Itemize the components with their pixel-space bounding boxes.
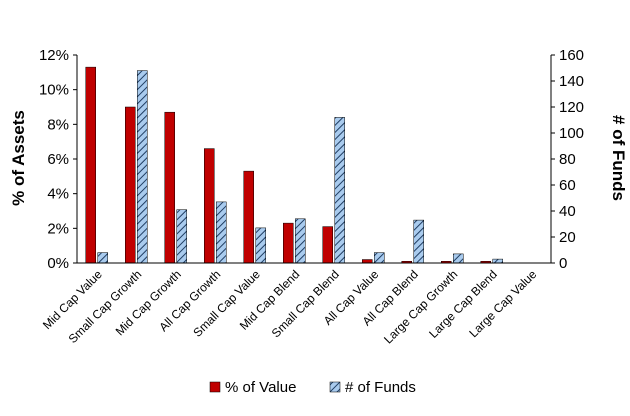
y-right-tick-label: 160 <box>559 47 584 64</box>
y-left-tick-label: 6% <box>47 151 69 168</box>
legend-swatch-value <box>209 381 221 393</box>
legend-label-value: % of Value <box>225 379 296 396</box>
legend-swatch-funds <box>329 381 341 393</box>
bar-funds-7 <box>374 252 385 264</box>
bar-funds-6 <box>334 117 345 264</box>
x-category-label: Small Cap Value <box>190 267 263 340</box>
y-axis-left-title: % of Assets <box>9 110 28 206</box>
x-category-label: Large Cap Growth <box>381 267 460 346</box>
y-left-tick-label: 12% <box>39 47 69 64</box>
x-category-label: Small Cap Growth <box>66 267 145 346</box>
bar-funds-2 <box>176 209 187 264</box>
bar-value-3 <box>204 148 215 264</box>
bar-funds-5 <box>295 218 306 264</box>
legend-label-funds: # of Funds <box>345 379 416 396</box>
y-right-tick-label: 100 <box>559 125 584 142</box>
y-left-tick-label: 0% <box>47 255 69 272</box>
bar-value-5 <box>283 222 294 264</box>
y-axis-right-title: # of Funds <box>609 115 628 201</box>
y-right-tick-label: 0 <box>559 255 567 272</box>
legend: % of Value # of Funds <box>209 379 416 396</box>
bar-funds-9 <box>453 253 464 264</box>
y-right-tick-label: 120 <box>559 99 584 116</box>
y-right-tick-label: 80 <box>559 151 576 168</box>
y-right-tick-label: 20 <box>559 229 576 246</box>
x-category-label: Large Cap Value <box>466 267 539 340</box>
bar-funds-0 <box>97 252 108 264</box>
x-category-label: Large Cap Blend <box>426 267 500 341</box>
bar-value-7 <box>362 259 373 264</box>
y-right-tick-label: 140 <box>559 73 584 90</box>
bar-value-1 <box>125 106 136 264</box>
y-left-tick-label: 2% <box>47 220 69 237</box>
bar-funds-1 <box>137 70 148 264</box>
bar-value-6 <box>322 226 333 264</box>
bar-funds-3 <box>216 201 227 264</box>
y-left-tick-label: 8% <box>47 116 69 133</box>
bar-value-2 <box>164 111 175 264</box>
y-left-tick-label: 10% <box>39 82 69 99</box>
bar-funds-8 <box>413 219 424 264</box>
x-category-label: Small Cap Blend <box>269 267 342 340</box>
bar-value-4 <box>243 170 254 264</box>
bar-funds-10 <box>492 258 503 264</box>
bar-value-0 <box>85 66 96 264</box>
y-right-tick-label: 40 <box>559 203 576 220</box>
bar-funds-4 <box>255 227 266 264</box>
y-right-tick-label: 60 <box>559 177 576 194</box>
y-left-tick-label: 4% <box>47 186 69 203</box>
